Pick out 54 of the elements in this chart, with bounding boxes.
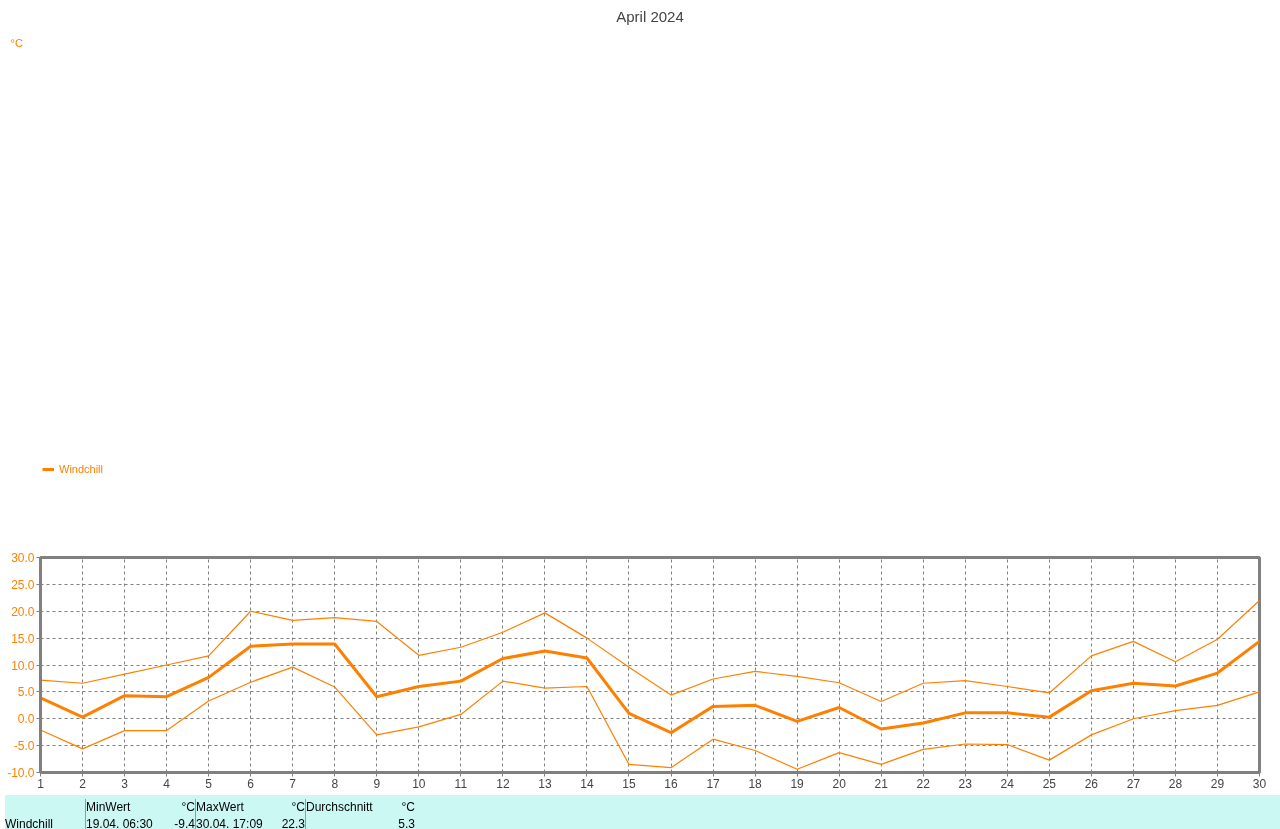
x-tick-label: 15 bbox=[622, 776, 636, 791]
x-tick-label: 4 bbox=[163, 776, 171, 791]
y-tick-label: 15.0 bbox=[11, 631, 35, 646]
x-tick-label: 21 bbox=[874, 776, 889, 791]
y-tick-label: 10.0 bbox=[11, 658, 35, 673]
x-tick-label: 12 bbox=[496, 776, 510, 791]
y-tick-label: 30.0 bbox=[11, 551, 35, 565]
x-tick-label: 20 bbox=[832, 776, 847, 791]
y-tick-label: 0.0 bbox=[17, 712, 35, 727]
x-tick-label: 8 bbox=[331, 776, 339, 791]
x-tick-label: 2 bbox=[79, 776, 87, 791]
y-tick-label: 5.0 bbox=[17, 685, 35, 700]
x-tick-label: 19 bbox=[790, 776, 805, 791]
text: MinWert bbox=[86, 799, 131, 816]
x-tick-label: 5 bbox=[205, 776, 213, 791]
y-tick-label: 25.0 bbox=[11, 577, 35, 592]
x-tick-label: 7 bbox=[289, 776, 297, 791]
x-tick-label: 11 bbox=[454, 776, 468, 791]
y-tick-label: -5.0 bbox=[13, 739, 35, 754]
text: 22.3 bbox=[281, 816, 305, 829]
x-tick-label: 3 bbox=[121, 776, 129, 791]
x-tick-label: 23 bbox=[958, 776, 973, 791]
x-tick-label: 14 bbox=[580, 776, 594, 791]
x-tick-label: 9 bbox=[373, 776, 381, 791]
text: MaxWert bbox=[196, 799, 244, 816]
text: °C bbox=[10, 36, 23, 49]
x-tick-label: 16 bbox=[664, 776, 679, 791]
text: °C bbox=[291, 799, 305, 816]
text: Windchill bbox=[5, 816, 54, 829]
text: 19.04. 06:30 bbox=[86, 816, 153, 829]
x-tick-label: 27 bbox=[1126, 776, 1141, 791]
text: 5.3 bbox=[398, 816, 415, 829]
text: -9.4 bbox=[174, 816, 195, 829]
x-tick-label: 10 bbox=[412, 776, 426, 791]
x-tick-label: 24 bbox=[1000, 776, 1015, 791]
x-tick-label: 28 bbox=[1168, 776, 1183, 791]
x-tick-label: 22 bbox=[916, 776, 931, 791]
y-tick-label: -10.0 bbox=[7, 766, 35, 780]
x-tick-label: 6 bbox=[247, 776, 255, 791]
x-tick-label: 25 bbox=[1042, 776, 1057, 791]
x-tick-label: 26 bbox=[1084, 776, 1099, 791]
x-tick-label: 13 bbox=[538, 776, 552, 791]
chart-title: April 2024 bbox=[616, 7, 684, 25]
text: 30.04. 17:09 bbox=[196, 816, 263, 829]
x-tick-label: 18 bbox=[748, 776, 763, 791]
x-tick-label: 30 bbox=[1252, 776, 1267, 791]
y-tick-label: 20.0 bbox=[11, 604, 35, 619]
text: °C bbox=[401, 799, 415, 816]
text: Durchschnitt bbox=[306, 799, 373, 816]
x-tick-label: 17 bbox=[706, 776, 721, 791]
text: °C bbox=[181, 799, 195, 816]
x-tick-label: 29 bbox=[1210, 776, 1225, 791]
legend-label: Windchill bbox=[59, 463, 104, 475]
x-tick-label: 1 bbox=[37, 776, 45, 791]
